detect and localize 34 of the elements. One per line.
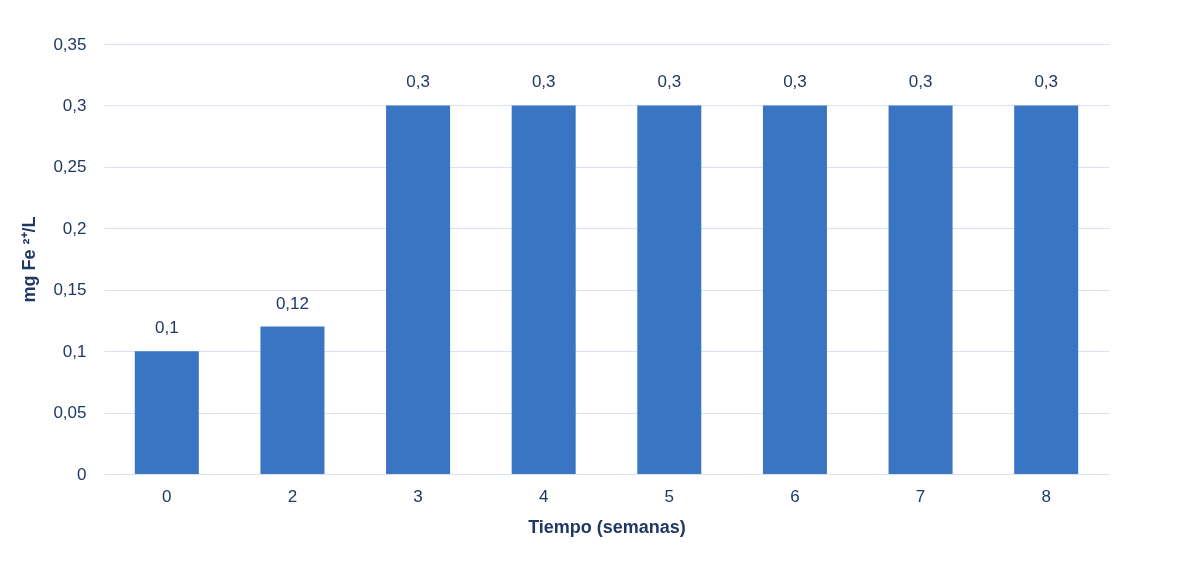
data-label: 0,3: [657, 72, 682, 92]
y-tick-label: 0,35: [53, 34, 87, 54]
bar: [1014, 105, 1079, 474]
y-tick-label: 0,25: [53, 157, 87, 177]
data-label: 0,3: [531, 72, 556, 92]
data-label: 0,3: [783, 72, 807, 92]
x-tick-label: 3: [413, 486, 423, 506]
x-tick-label: 6: [790, 486, 800, 506]
bar: [386, 105, 451, 474]
data-label: 0,12: [275, 293, 309, 313]
bar: [762, 105, 827, 474]
bar: [637, 105, 702, 474]
bar: [134, 351, 199, 474]
y-tick-label: 0: [77, 464, 87, 484]
x-tick-label: 7: [915, 486, 926, 506]
data-label: 0,3: [1034, 72, 1059, 92]
bar: [511, 105, 576, 474]
x-axis-title: Tiempo (semanas): [528, 516, 686, 537]
y-tick-label: 0,2: [62, 218, 87, 238]
data-label: 0,3: [406, 72, 430, 92]
x-tick-label: 4: [538, 486, 549, 506]
y-tick-label: 0,1: [62, 341, 87, 361]
data-label: 0,1: [154, 318, 179, 338]
x-tick-label: 2: [287, 486, 298, 506]
data-label: 0,3: [908, 72, 933, 92]
y-tick-label: 0,05: [53, 403, 87, 423]
y-tick-label: 0,3: [62, 95, 87, 115]
bar: [888, 105, 953, 474]
x-tick-label: 0: [162, 486, 172, 506]
x-tick-label: 5: [664, 486, 675, 506]
y-tick-label: 0,15: [53, 280, 87, 300]
y-axis-title: mg Fe ²⁺/L: [19, 216, 40, 303]
x-tick-label: 8: [1041, 486, 1051, 506]
bar: [260, 326, 325, 474]
